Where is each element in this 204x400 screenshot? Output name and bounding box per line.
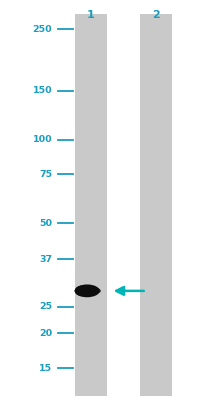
Text: 15: 15 [39,364,52,373]
Text: 100: 100 [32,135,52,144]
Text: 20: 20 [39,329,52,338]
Text: 2: 2 [152,10,160,20]
Text: 75: 75 [39,170,52,179]
Ellipse shape [85,287,100,294]
Ellipse shape [74,284,99,297]
Ellipse shape [74,286,91,296]
Text: 1: 1 [86,10,94,20]
Text: 50: 50 [39,219,52,228]
Text: 250: 250 [32,25,52,34]
Text: 37: 37 [39,255,52,264]
Bar [140,14,171,396]
Text: 150: 150 [32,86,52,96]
Text: 25: 25 [39,302,52,311]
Bar [74,14,106,396]
